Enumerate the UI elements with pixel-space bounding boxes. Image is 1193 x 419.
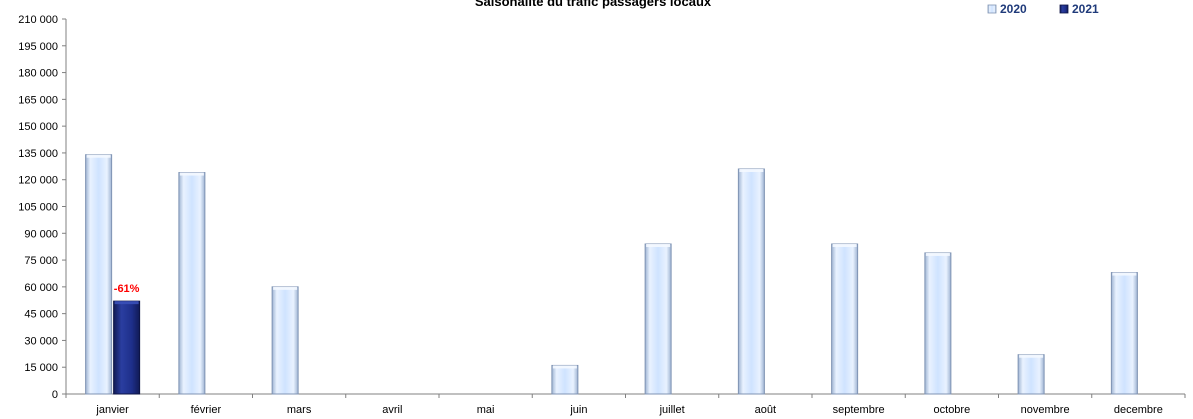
y-tick-label: 120 000 <box>18 175 58 187</box>
bar-2020-mars <box>271 286 299 395</box>
x-tick-label: mai <box>477 404 495 416</box>
x-tick-label: juin <box>569 404 587 416</box>
bar-2020-février <box>178 172 206 395</box>
bar-cap <box>1019 354 1044 358</box>
bar-2020-août <box>737 168 765 395</box>
bar-cap <box>179 172 204 176</box>
y-tick-label: 30 000 <box>24 335 58 347</box>
y-tick-label: 150 000 <box>18 121 58 133</box>
bar-2020-janvier <box>85 154 113 395</box>
y-tick-label: 90 000 <box>24 228 58 240</box>
y-tick-label: 105 000 <box>18 202 58 214</box>
x-tick-label: septembre <box>833 404 885 416</box>
chart-title: Saisonalité du trafic passagers locaux <box>475 0 712 9</box>
y-tick-label: 15 000 <box>24 362 58 374</box>
x-tick-label: février <box>191 404 222 416</box>
y-tick-label: 75 000 <box>24 255 58 267</box>
bar-cap <box>925 252 950 256</box>
legend: 2020 2021 <box>987 2 1099 16</box>
bar-2020-juin <box>551 364 579 395</box>
legend-label-2021: 2021 <box>1072 2 1099 16</box>
bar-2020-juillet <box>644 243 672 395</box>
x-axis: janvier février mars avril mai juin juillet aoû… <box>65 393 1186 416</box>
y-tick-label: 45 000 <box>24 309 58 321</box>
y-axis: 0 15 000 30 000 45 000 60 000 75 000 90 000 105… <box>18 14 67 401</box>
legend-swatch-2021 <box>1059 4 1069 14</box>
y-tick-label: 165 000 <box>18 94 58 106</box>
x-tick-label: mars <box>287 404 312 416</box>
bar-2020-octobre <box>924 252 952 395</box>
y-tick-label: 0 <box>52 389 58 401</box>
x-tick-label: janvier <box>95 404 129 416</box>
x-tick-label: juillet <box>659 404 685 416</box>
x-tick-label: août <box>755 404 776 416</box>
y-tick-label: 180 000 <box>18 68 58 80</box>
x-tick-label: avril <box>382 404 402 416</box>
y-tick-label: 210 000 <box>18 14 58 26</box>
y-tick-label: 60 000 <box>24 282 58 294</box>
x-tick-label: decembre <box>1114 404 1163 416</box>
x-tick-label: octobre <box>934 404 971 416</box>
bar-2021-janvier <box>113 300 141 395</box>
bar-2020-septembre <box>831 243 859 395</box>
bars: -61% <box>85 154 1138 395</box>
bar-cap <box>273 286 298 290</box>
bar-cap <box>739 169 764 172</box>
bar-cap <box>832 244 857 247</box>
y-tick-label: 135 000 <box>18 148 58 160</box>
legend-swatch-2020 <box>987 4 997 14</box>
bar-cap <box>646 244 671 247</box>
bar-2020-novembre <box>1017 354 1045 395</box>
legend-label-2020: 2020 <box>1000 2 1027 16</box>
annotation-label: -61% <box>114 283 140 295</box>
bar-2020-decembre <box>1110 272 1138 395</box>
bar-cap <box>114 301 139 305</box>
x-tick-label: novembre <box>1021 404 1070 416</box>
bar-cap <box>552 365 577 369</box>
bar-cap <box>1112 272 1137 276</box>
y-tick-label: 195 000 <box>18 41 58 53</box>
bar-cap <box>86 154 111 158</box>
